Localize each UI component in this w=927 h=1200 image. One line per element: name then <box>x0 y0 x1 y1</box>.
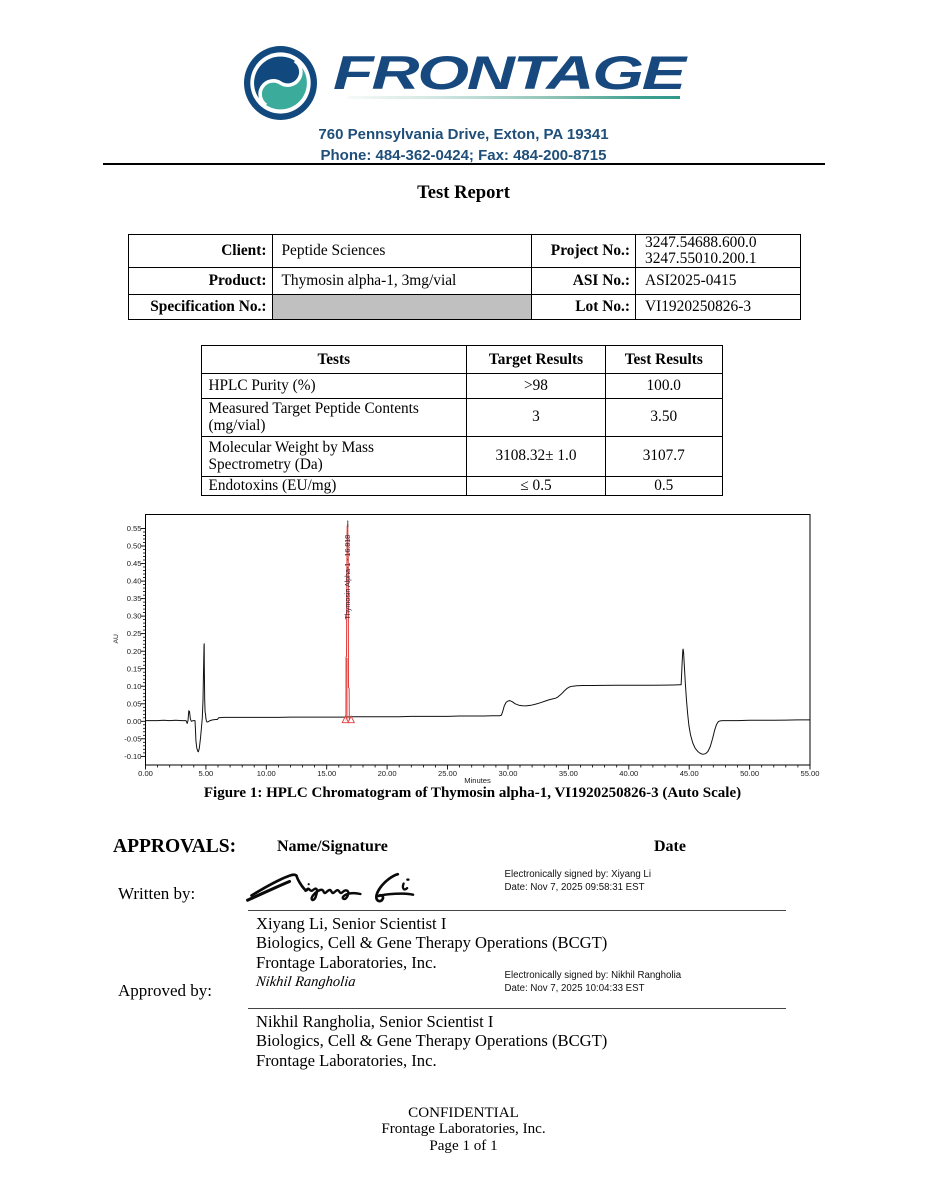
svg-text:AU: AU <box>113 634 120 644</box>
svg-text:0.00: 0.00 <box>138 769 153 778</box>
svg-text:25.00: 25.00 <box>438 769 457 778</box>
svg-text:Minutes: Minutes <box>464 776 491 785</box>
svg-text:0.50: 0.50 <box>127 542 142 551</box>
svg-text:0.30: 0.30 <box>127 612 142 621</box>
svg-text:-0.05: -0.05 <box>124 734 141 743</box>
svg-text:0.10: 0.10 <box>127 682 142 691</box>
svg-text:15.00: 15.00 <box>317 769 336 778</box>
svg-text:0.55: 0.55 <box>127 524 142 533</box>
svg-text:10.00: 10.00 <box>257 769 276 778</box>
svg-text:0.40: 0.40 <box>127 577 142 586</box>
svg-text:0.00: 0.00 <box>127 717 142 726</box>
svg-text:0.05: 0.05 <box>127 699 142 708</box>
svg-text:35.00: 35.00 <box>559 769 578 778</box>
svg-text:Thymosin Alpha-1 - 16.818: Thymosin Alpha-1 - 16.818 <box>343 535 352 620</box>
svg-text:5.00: 5.00 <box>199 769 214 778</box>
svg-text:40.00: 40.00 <box>619 769 638 778</box>
svg-text:0.45: 0.45 <box>127 559 142 568</box>
svg-text:50.00: 50.00 <box>740 769 759 778</box>
svg-text:30.00: 30.00 <box>498 769 517 778</box>
svg-text:-0.10: -0.10 <box>124 752 141 761</box>
svg-text:55.00: 55.00 <box>800 769 819 778</box>
svg-text:0.25: 0.25 <box>127 629 142 638</box>
svg-text:45.00: 45.00 <box>680 769 699 778</box>
svg-text:0.35: 0.35 <box>127 594 142 603</box>
svg-text:0.20: 0.20 <box>127 647 142 656</box>
svg-text:0.15: 0.15 <box>127 664 142 673</box>
svg-text:20.00: 20.00 <box>378 769 397 778</box>
